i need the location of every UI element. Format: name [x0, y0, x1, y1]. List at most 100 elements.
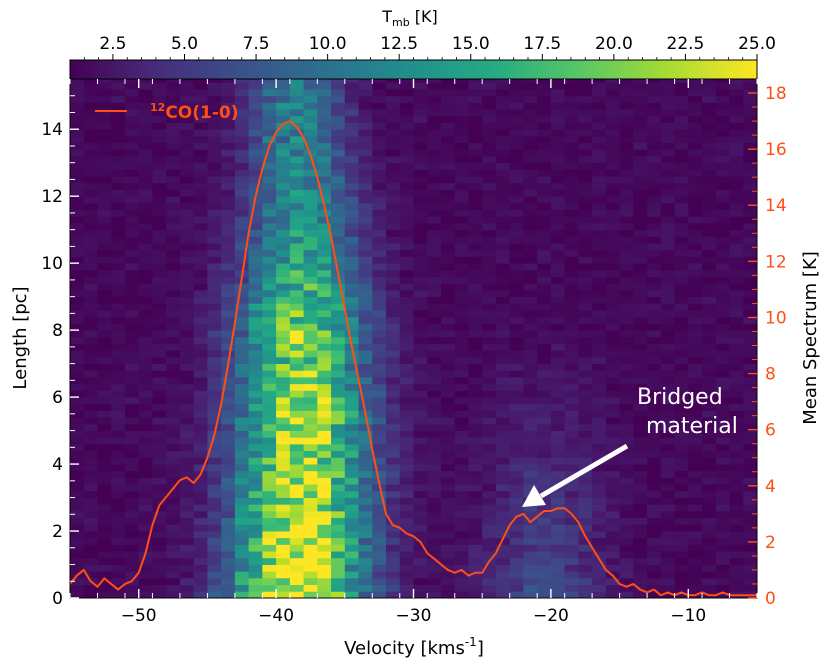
heatmap-cell: [715, 102, 730, 110]
heatmap-cell: [660, 571, 675, 579]
heatmap-cell: [495, 557, 511, 565]
heatmap-cell: [729, 135, 744, 144]
heatmap-cell: [468, 531, 483, 539]
heatmap-cell: [97, 129, 112, 137]
heatmap-cell: [111, 443, 126, 452]
heatmap-cell: [234, 283, 250, 291]
x-tick-label: −50: [121, 606, 157, 626]
heatmap-cell: [605, 457, 620, 465]
heatmap-cell: [124, 356, 140, 365]
heatmap-cell: [633, 316, 648, 324]
heatmap-cell: [207, 477, 222, 485]
heatmap-cell: [702, 544, 717, 552]
heatmap-cell: [619, 390, 634, 398]
heatmap-cell: [427, 571, 442, 579]
heatmap-cell: [138, 557, 153, 565]
heatmap-cell: [138, 189, 153, 197]
heatmap-cell: [221, 504, 236, 512]
heatmap-cell: [523, 504, 538, 512]
x-tick-label: −20: [533, 606, 569, 626]
heatmap-cell: [262, 296, 277, 304]
heatmap-cell: [482, 229, 497, 237]
heatmap-cell: [702, 283, 717, 291]
heatmap-cell: [221, 316, 236, 324]
heatmap-cell: [440, 323, 456, 331]
heatmap-cell: [386, 377, 401, 385]
heatmap-cell: [495, 176, 511, 184]
heatmap-cell: [289, 182, 304, 190]
heatmap-cell: [660, 276, 675, 284]
heatmap-cell: [152, 450, 167, 458]
heatmap-cell: [578, 377, 593, 385]
heatmap-cell: [468, 510, 483, 519]
heatmap-cell: [619, 356, 634, 365]
heatmap-cell: [592, 403, 607, 411]
heatmap-cell: [303, 189, 318, 197]
heatmap-cell: [605, 517, 620, 525]
heatmap-cell: [454, 336, 469, 344]
heatmap-cell: [372, 169, 387, 177]
heatmap-cell: [289, 577, 304, 586]
heatmap-cell: [386, 457, 401, 465]
heatmap-cell: [702, 182, 717, 190]
heatmap-cell: [372, 142, 387, 150]
heatmap-cell: [70, 169, 85, 177]
heatmap-cell: [468, 109, 483, 117]
heatmap-cell: [317, 584, 332, 592]
heatmap-cell: [166, 323, 181, 331]
heatmap-cell: [262, 510, 277, 519]
heatmap-cell: [358, 423, 373, 431]
heatmap-cell: [715, 557, 730, 565]
heatmap-cell: [413, 377, 428, 385]
heatmap-cell: [207, 202, 222, 210]
heatmap-cell: [537, 169, 552, 177]
heatmap-cell: [550, 202, 566, 210]
colorbar-tick-label: 25.0: [738, 34, 776, 54]
heatmap-cell: [413, 316, 428, 324]
heatmap-cell: [234, 142, 250, 150]
heatmap-cell: [592, 551, 607, 559]
heatmap-cell: [138, 544, 153, 552]
heatmap-cell: [317, 122, 332, 130]
heatmap-cell: [166, 417, 181, 425]
heatmap-cell: [633, 323, 648, 331]
heatmap-cell: [427, 417, 442, 425]
heatmap-cell: [688, 457, 703, 465]
heatmap-cell: [193, 524, 208, 532]
heatmap-cell: [468, 95, 483, 103]
heatmap-cell: [564, 102, 579, 110]
heatmap-cell: [509, 310, 524, 318]
heatmap-cell: [619, 323, 634, 331]
heatmap-cell: [386, 437, 401, 445]
heatmap-cell: [688, 504, 703, 512]
heatmap-cell: [303, 377, 318, 385]
heatmap-cell: [550, 571, 566, 579]
heatmap-cell: [647, 577, 662, 586]
heatmap-cell: [702, 383, 717, 391]
heatmap-cell: [207, 182, 222, 190]
heatmap-cell: [715, 209, 730, 217]
heatmap-cell: [97, 142, 112, 150]
heatmap-cell: [509, 229, 524, 237]
heatmap-cell: [688, 162, 703, 170]
heatmap-cell: [647, 423, 662, 431]
heatmap-cell: [386, 397, 401, 405]
heatmap-cell: [166, 363, 181, 371]
heatmap-cell: [179, 383, 195, 391]
heatmap-cell: [413, 182, 428, 190]
heatmap-cell: [688, 142, 703, 150]
heatmap-cell: [124, 524, 140, 532]
heatmap-cell: [358, 289, 373, 298]
heatmap-cell: [372, 551, 387, 559]
heatmap-cell: [358, 457, 373, 465]
heatmap-cell: [331, 510, 346, 519]
heatmap-cell: [743, 417, 757, 425]
heatmap-cell: [331, 182, 346, 190]
heatmap-cell: [647, 343, 662, 351]
heatmap-cell: [440, 169, 456, 177]
heatmap-cell: [70, 370, 85, 378]
heatmap-cell: [152, 149, 167, 157]
y-tick-label: 14: [41, 120, 63, 140]
heatmap-cell: [399, 296, 414, 304]
heatmap-cell: [702, 430, 717, 438]
